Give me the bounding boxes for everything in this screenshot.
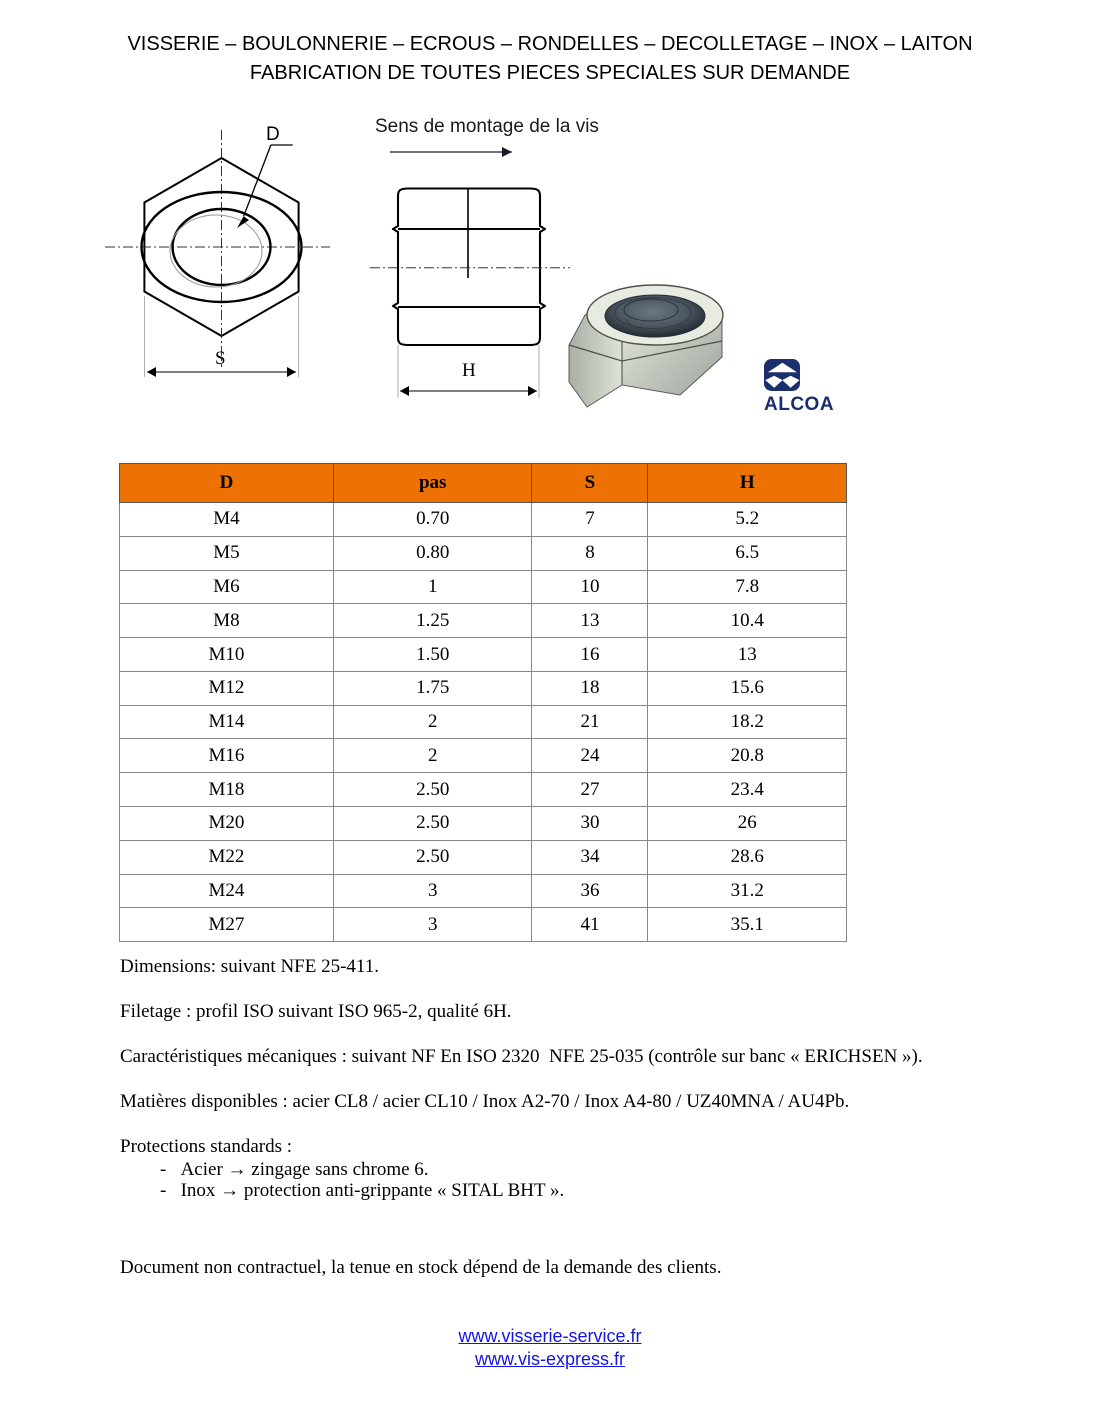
svg-text:ALCOA: ALCOA [764, 394, 834, 415]
svg-text:S: S [215, 348, 226, 369]
svg-text:H: H [462, 360, 476, 381]
svg-text:Sens de montage de la vis: Sens de montage de la vis [375, 116, 599, 137]
svg-text:D: D [266, 124, 280, 145]
